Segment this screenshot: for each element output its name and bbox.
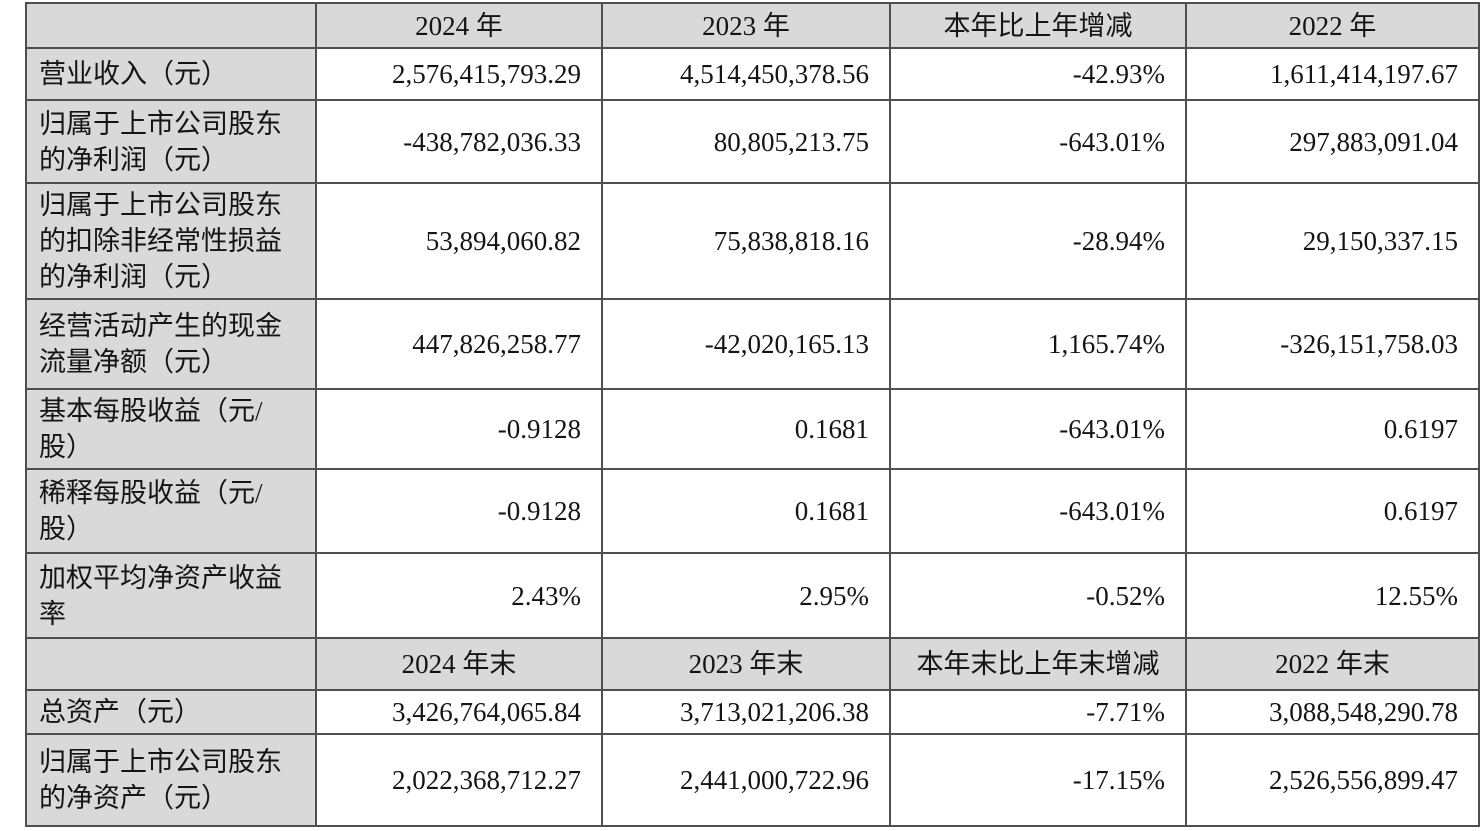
table-row-total-assets: 总资产（元） 3,426,764,065.84 3,713,021,206.38…	[25, 689, 1480, 735]
table-row-net-profit-attributable: 归属于上市公司股东的净利润（元） -438,782,036.33 80,805,…	[25, 99, 1480, 184]
row-label: 归属于上市公司股东的扣除非经常性损益的净利润（元）	[25, 182, 317, 300]
row-label: 加权平均净资产收益率	[25, 552, 317, 639]
value-2022: 0.6197	[1185, 388, 1480, 470]
table-row-operating-revenue: 营业收入（元） 2,576,415,793.29 4,514,450,378.5…	[25, 47, 1480, 101]
value-2023: 75,838,818.16	[601, 182, 891, 300]
header-end-2024: 2024 年末	[315, 637, 603, 691]
row-label: 归属于上市公司股东的净利润（元）	[25, 99, 317, 184]
value-2023: 2.95%	[601, 552, 891, 639]
period-header-row: 2024 年 2023 年 本年比上年增减 2022 年	[25, 2, 1480, 49]
row-label: 稀释每股收益（元/股）	[25, 468, 317, 554]
row-label: 总资产（元）	[25, 689, 317, 735]
table-row-diluted-eps: 稀释每股收益（元/股） -0.9128 0.1681 -643.01% 0.61…	[25, 468, 1480, 554]
value-change: -17.15%	[889, 733, 1187, 827]
value-change: -42.93%	[889, 47, 1187, 101]
value-2024: 3,426,764,065.84	[315, 689, 603, 735]
value-2022: 1,611,414,197.67	[1185, 47, 1480, 101]
value-change: -7.71%	[889, 689, 1187, 735]
header-empty-cell	[25, 2, 317, 49]
value-2022: 29,150,337.15	[1185, 182, 1480, 300]
value-2023: -42,020,165.13	[601, 298, 891, 390]
value-2023: 0.1681	[601, 468, 891, 554]
table-row-net-assets-attributable: 归属于上市公司股东的净资产（元） 2,022,368,712.27 2,441,…	[25, 733, 1480, 827]
header-empty-cell	[25, 637, 317, 691]
value-change: 1,165.74%	[889, 298, 1187, 390]
table-row-weighted-avg-roe: 加权平均净资产收益率 2.43% 2.95% -0.52% 12.55%	[25, 552, 1480, 639]
row-label: 经营活动产生的现金流量净额（元）	[25, 298, 317, 390]
value-2024: 447,826,258.77	[315, 298, 603, 390]
value-2024: -438,782,036.33	[315, 99, 603, 184]
row-label: 营业收入（元）	[25, 47, 317, 101]
table-row-operating-cash-flow: 经营活动产生的现金流量净额（元） 447,826,258.77 -42,020,…	[25, 298, 1480, 390]
value-2024: 2,576,415,793.29	[315, 47, 603, 101]
header-year-2022: 2022 年	[1185, 2, 1480, 49]
value-2022: 12.55%	[1185, 552, 1480, 639]
value-2024: 2,022,368,712.27	[315, 733, 603, 827]
financial-summary-table: 2024 年 2023 年 本年比上年增减 2022 年 营业收入（元） 2,5…	[25, 2, 1480, 827]
header-yoy-change: 本年比上年增减	[889, 2, 1187, 49]
value-2023: 80,805,213.75	[601, 99, 891, 184]
period-end-header-row: 2024 年末 2023 年末 本年末比上年末增减 2022 年末	[25, 637, 1480, 691]
header-end-2023: 2023 年末	[601, 637, 891, 691]
value-change: -643.01%	[889, 99, 1187, 184]
row-label: 归属于上市公司股东的净资产（元）	[25, 733, 317, 827]
value-2024: 2.43%	[315, 552, 603, 639]
value-2023: 4,514,450,378.56	[601, 47, 891, 101]
financial-summary-section: 2024 年 2023 年 本年比上年增减 2022 年 营业收入（元） 2,5…	[25, 2, 1480, 827]
value-2023: 0.1681	[601, 388, 891, 470]
value-2022: 297,883,091.04	[1185, 99, 1480, 184]
value-2024: 53,894,060.82	[315, 182, 603, 300]
header-year-2023: 2023 年	[601, 2, 891, 49]
header-end-2022: 2022 年末	[1185, 637, 1480, 691]
value-2022: -326,151,758.03	[1185, 298, 1480, 390]
value-2023: 3,713,021,206.38	[601, 689, 891, 735]
value-2022: 2,526,556,899.47	[1185, 733, 1480, 827]
header-end-yoy-change: 本年末比上年末增减	[889, 637, 1187, 691]
row-label: 基本每股收益（元/股）	[25, 388, 317, 470]
value-2023: 2,441,000,722.96	[601, 733, 891, 827]
table-row-basic-eps: 基本每股收益（元/股） -0.9128 0.1681 -643.01% 0.61…	[25, 388, 1480, 470]
value-2022: 3,088,548,290.78	[1185, 689, 1480, 735]
value-change: -643.01%	[889, 388, 1187, 470]
value-change: -28.94%	[889, 182, 1187, 300]
table-row-net-profit-excl-nonrecurring: 归属于上市公司股东的扣除非经常性损益的净利润（元） 53,894,060.82 …	[25, 182, 1480, 300]
value-2024: -0.9128	[315, 468, 603, 554]
value-2024: -0.9128	[315, 388, 603, 470]
value-change: -643.01%	[889, 468, 1187, 554]
header-year-2024: 2024 年	[315, 2, 603, 49]
value-change: -0.52%	[889, 552, 1187, 639]
value-2022: 0.6197	[1185, 468, 1480, 554]
